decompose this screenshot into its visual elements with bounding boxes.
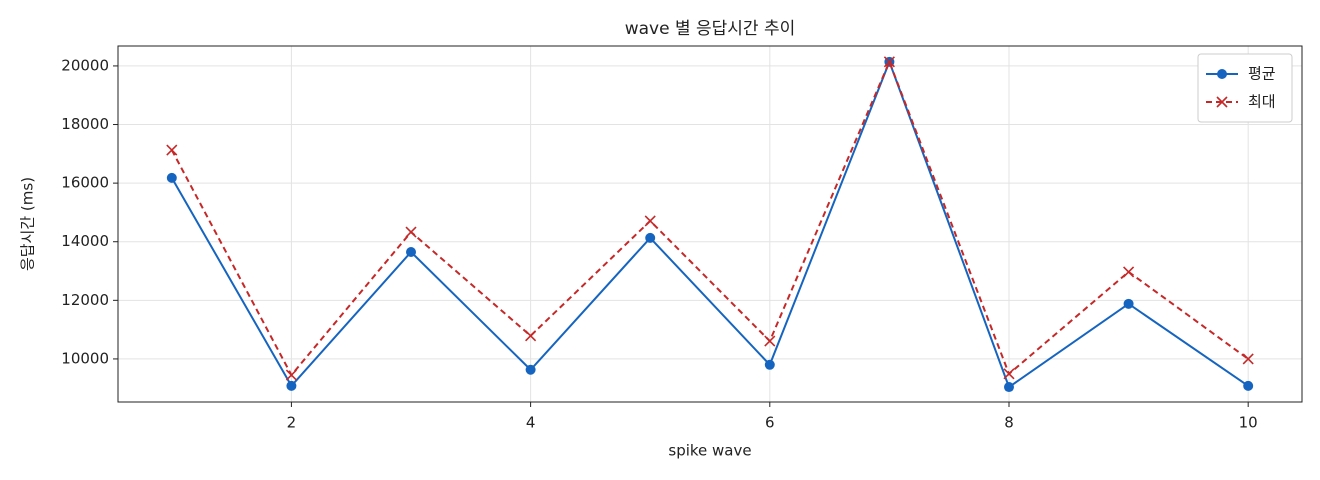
marker: [166, 172, 177, 183]
x-axis-label: spike wave: [668, 442, 751, 460]
line: [170, 59, 1249, 389]
marker: [406, 246, 417, 257]
marker: [286, 380, 297, 391]
y-tick-label: 20000: [61, 56, 109, 74]
marker: [1123, 266, 1135, 278]
x-tick-label: 2: [287, 414, 297, 432]
marker: [1242, 353, 1254, 365]
marker: [1003, 382, 1014, 393]
marker: [1216, 96, 1228, 108]
marker: [405, 226, 417, 238]
y-tick-label: 16000: [61, 174, 109, 192]
y-tick-label: 18000: [61, 115, 109, 133]
marker: [883, 56, 895, 68]
marker: [1217, 69, 1227, 79]
y-tick-label: 12000: [61, 291, 109, 309]
marker: [1243, 380, 1254, 391]
marker: [525, 330, 537, 342]
y-axis-label: 응답시간 (ms): [19, 177, 37, 271]
x-tick-label: 4: [526, 414, 536, 432]
x-tick-label: 8: [1004, 414, 1014, 432]
marker: [764, 359, 775, 370]
marker: [1003, 368, 1015, 380]
marker: [285, 369, 297, 381]
y-tick-label: 10000: [61, 349, 109, 367]
plot-frame: [117, 45, 1303, 403]
chart-title: wave 별 응답시간 추이: [625, 19, 796, 39]
legend-frame: [1197, 53, 1293, 123]
legend-label: 최대: [1248, 93, 1276, 111]
x-tick-label: 6: [765, 414, 775, 432]
marker: [166, 144, 178, 156]
marker: [764, 335, 776, 347]
marker: [525, 364, 536, 375]
marker: [1123, 298, 1134, 309]
marker: [644, 215, 656, 227]
y-tick-label: 14000: [61, 232, 109, 250]
line: [170, 59, 1249, 377]
x-tick-label: 10: [1239, 414, 1258, 432]
marker: [645, 232, 656, 243]
legend-label: 평균: [1248, 65, 1276, 83]
